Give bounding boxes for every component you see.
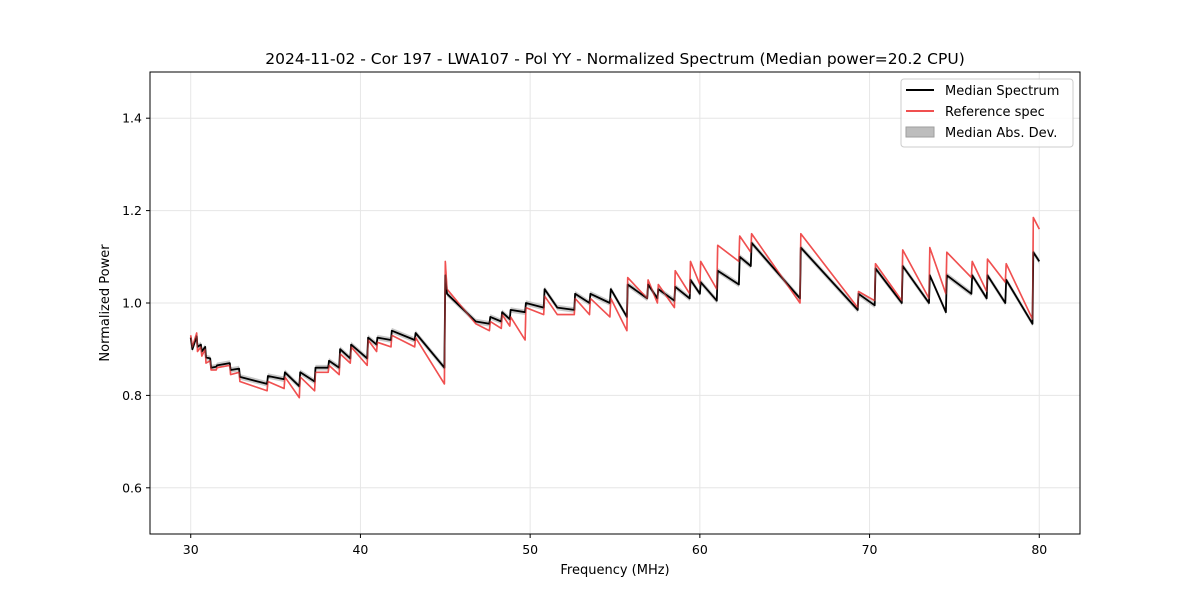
legend-median-label: Median Spectrum [945, 84, 1059, 99]
x-tick-label: 70 [862, 542, 878, 557]
plot-area [189, 216, 1041, 399]
legend-reference-label: Reference spec [945, 105, 1045, 120]
legend-mad-label: Median Abs. Dev. [945, 126, 1057, 141]
y-tick-label: 1.0 [122, 296, 142, 311]
y-axis-label: Normalized Power [98, 244, 113, 362]
legend-box [900, 78, 1074, 148]
chart-title: 2024-11-02 - Cor 197 - LWA107 - Pol YY -… [265, 50, 965, 68]
x-tick-label: 50 [522, 542, 538, 557]
x-axis-label: Frequency (MHz) [560, 563, 669, 578]
legend-mad-swatch [905, 126, 935, 138]
y-tick-label: 0.6 [122, 480, 142, 495]
x-tick-label: 40 [352, 542, 368, 557]
legend: Median Spectrum Reference spec Median Ab… [900, 78, 1074, 148]
x-tick-label: 60 [692, 542, 708, 557]
y-tick-label: 1.4 [122, 111, 142, 126]
x-tick-label: 80 [1031, 542, 1047, 557]
axis-ticks: 30 40 50 60 70 80 0.6 0.8 1.0 1.2 1.4 [122, 111, 1047, 557]
y-tick-label: 1.2 [122, 203, 142, 218]
reference-spectrum-overlay [190, 216, 1040, 399]
y-tick-label: 0.8 [122, 388, 142, 403]
x-tick-label: 30 [183, 542, 199, 557]
